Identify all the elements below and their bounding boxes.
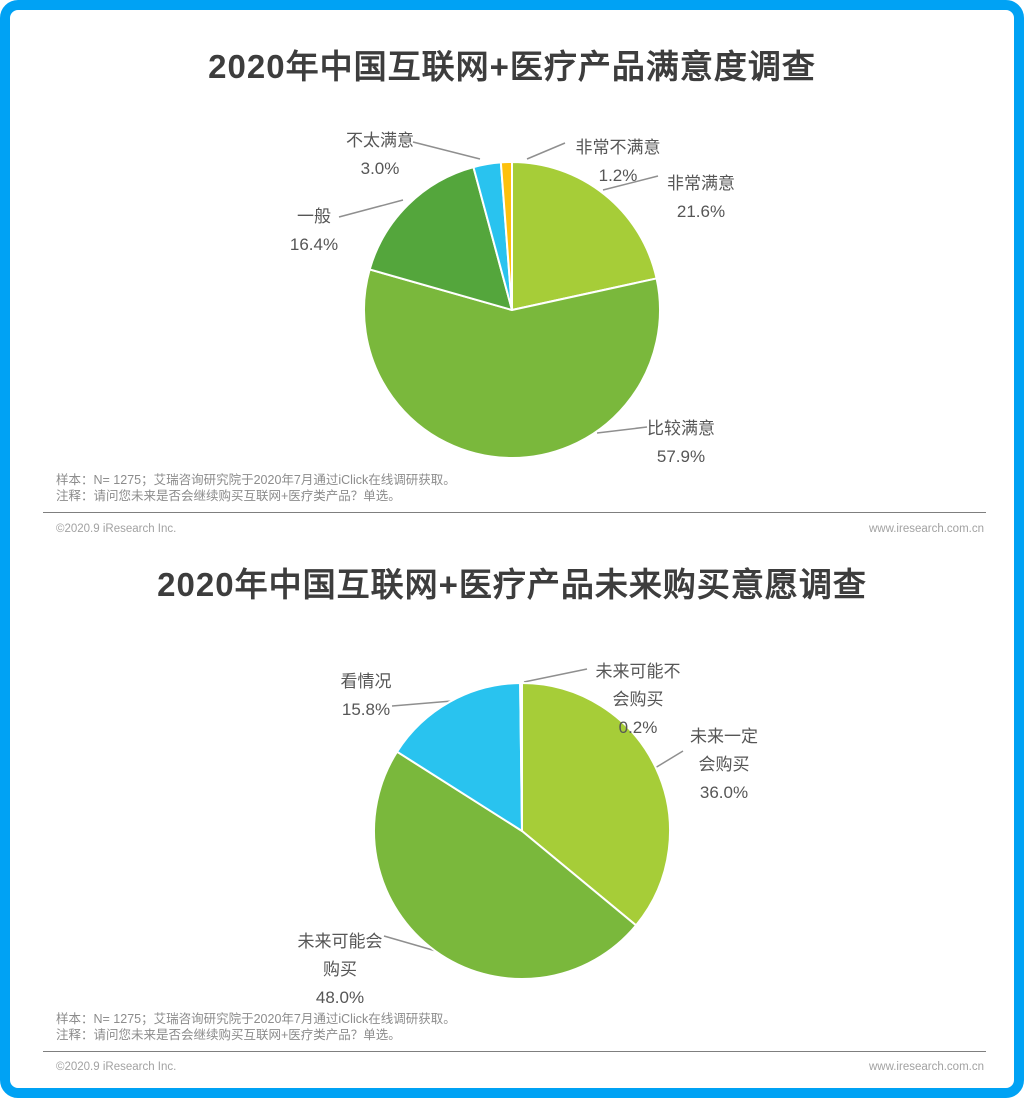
pie-label-text: 比较满意: [647, 419, 715, 438]
pie-label-very-satisfied: 非常满意 21.6%: [631, 170, 771, 226]
pie-label-percent: 3.0%: [360, 159, 400, 178]
copyright-text: ©2020.9 iResearch Inc.: [56, 523, 177, 535]
pie-slice-2: [368, 166, 513, 311]
pie-label-percent: 36.0%: [699, 783, 749, 802]
footer-divider: [43, 1051, 986, 1052]
pie-label-text: 未来一定: [690, 727, 758, 746]
pie-label-not-satisfied: 不太满意 3.0%: [310, 127, 450, 183]
sample-note: 样本：N= 1275；艾瑞咨询研究院于2020年7月通过iClick在线调研获取…: [56, 1012, 456, 1026]
footer-divider: [43, 512, 986, 513]
chart-notes: 样本：N= 1275；艾瑞咨询研究院于2020年7月通过iClick在线调研获取…: [56, 1011, 974, 1043]
sample-note: 样本：N= 1275；艾瑞咨询研究院于2020年7月通过iClick在线调研获取…: [56, 473, 456, 487]
pie-label-text: 未来可能不: [595, 662, 681, 681]
pie-label-percent: 21.6%: [676, 202, 726, 221]
pie-slice-0: [511, 161, 658, 311]
pie-slice-1: [363, 268, 661, 459]
copyright-text: ©2020.9 iResearch Inc.: [56, 1061, 177, 1073]
pie-label-percent: 48.0%: [315, 988, 365, 1007]
pie-label-very-dissatisfied: 非常不满意 1.2%: [548, 134, 688, 190]
pie-label-percent: 16.4%: [289, 235, 339, 254]
pie-label-text: 不太满意: [346, 131, 414, 150]
pie-label-text: 非常不满意: [575, 138, 661, 157]
chart-title-satisfaction: 2020年中国互联网+医疗产品满意度调查: [208, 48, 816, 85]
pie-label-depends: 看情况 15.8%: [296, 668, 436, 724]
website-text: www.iresearch.com.cn: [868, 523, 984, 535]
pie-label-percent: 1.2%: [598, 166, 638, 185]
pie-slice-2: [396, 682, 523, 832]
pie-slice-1: [373, 750, 638, 981]
purchase-intention-chart-section: 2020年中国互联网+医疗产品未来购买意愿调查 未来一定 会购买 36.0% 未…: [10, 544, 1014, 1088]
pie-slice-4: [499, 161, 513, 311]
chart-notes: 样本：N= 1275；艾瑞咨询研究院于2020年7月通过iClick在线调研获取…: [56, 472, 974, 504]
purchase-intention-pie-chart: [373, 681, 671, 981]
pie-label-text: 会购买: [698, 755, 750, 774]
footer-row: ©2020.9 iResearch Inc. www.iresearch.com…: [56, 1061, 984, 1073]
pie-slice-3: [519, 681, 523, 832]
pie-slice-0: [521, 682, 671, 927]
pie-label-text: 购买: [323, 960, 357, 979]
pie-label-percent: 15.8%: [341, 700, 391, 719]
pie-label-text: 看情况: [340, 672, 392, 691]
chart-title-purchase-intention: 2020年中国互联网+医疗产品未来购买意愿调查: [157, 566, 867, 603]
pie-label-text: 一般: [297, 207, 331, 226]
pie-label-text: 未来可能会: [297, 932, 383, 951]
satisfaction-chart-section: 2020年中国互联网+医疗产品满意度调查 非常满意 21.6% 比较满意 57.…: [10, 10, 1014, 544]
pie-label-neutral: 一般 16.4%: [244, 203, 384, 259]
pie-label-text: 非常满意: [667, 174, 735, 193]
pie-label-probably-wont-buy: 未来可能不 会购买 0.2%: [568, 658, 708, 742]
question-note: 注释：请问您未来是否会继续购买互联网+医疗类产品？单选。: [56, 1028, 401, 1042]
pie-label-fairly-satisfied: 比较满意 57.9%: [611, 415, 751, 471]
pie-label-percent: 0.2%: [618, 718, 658, 737]
satisfaction-pie-chart: [363, 161, 661, 459]
footer-row: ©2020.9 iResearch Inc. www.iresearch.com…: [56, 523, 984, 535]
pie-label-probably-buy: 未来可能会 购买 48.0%: [270, 928, 410, 1012]
question-note: 注释：请问您未来是否会继续购买互联网+医疗类产品？单选。: [56, 489, 401, 503]
pie-label-text: 会购买: [612, 690, 664, 709]
pie-label-percent: 57.9%: [656, 447, 706, 466]
website-text: www.iresearch.com.cn: [868, 1061, 984, 1073]
pie-label-definitely-buy: 未来一定 会购买 36.0%: [654, 723, 794, 807]
